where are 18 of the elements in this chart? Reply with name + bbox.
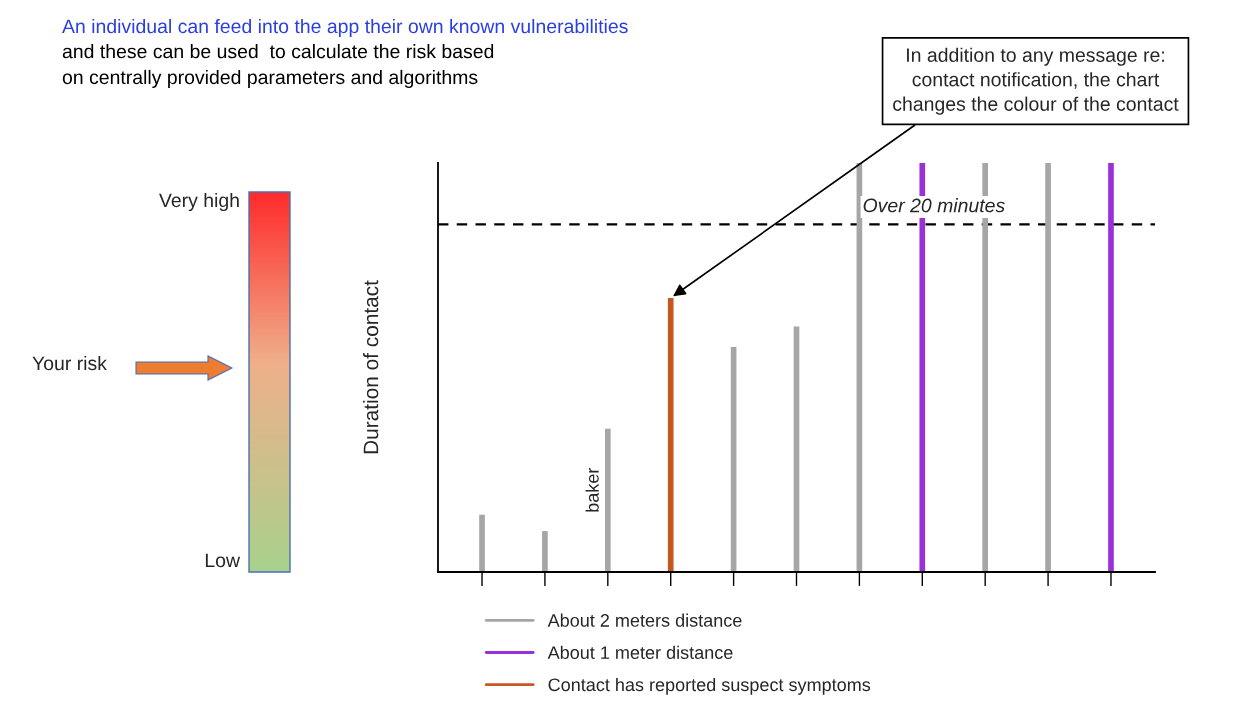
text: Low (205, 553, 241, 568)
bar (479, 514, 485, 572)
annotation: baker (585, 467, 599, 512)
text: Very high (159, 192, 239, 212)
bar (1108, 163, 1114, 572)
bar (1045, 163, 1051, 572)
chart-title: An individual can feed into the app their own known vulnerabilities (62, 18, 628, 38)
text: Your risk (32, 355, 107, 371)
bar (542, 531, 548, 572)
y-axis-title: Duration of contact (363, 280, 379, 454)
text: and these can be used to calculate the risk based on centrally provided parameters and algorithms (62, 44, 494, 88)
legend-label: About 1 meter distance (547, 645, 733, 659)
legend-label: About 2 meters distance (547, 613, 742, 627)
legend-label: Contact has reported suspect symptoms (548, 677, 871, 695)
bar (667, 297, 674, 572)
bar (604, 428, 611, 572)
ref-line-label: Over 20 minutes (863, 198, 1005, 213)
text: In addition to any message re: contact notification, the chart changes the colour of the contact (893, 47, 1179, 115)
